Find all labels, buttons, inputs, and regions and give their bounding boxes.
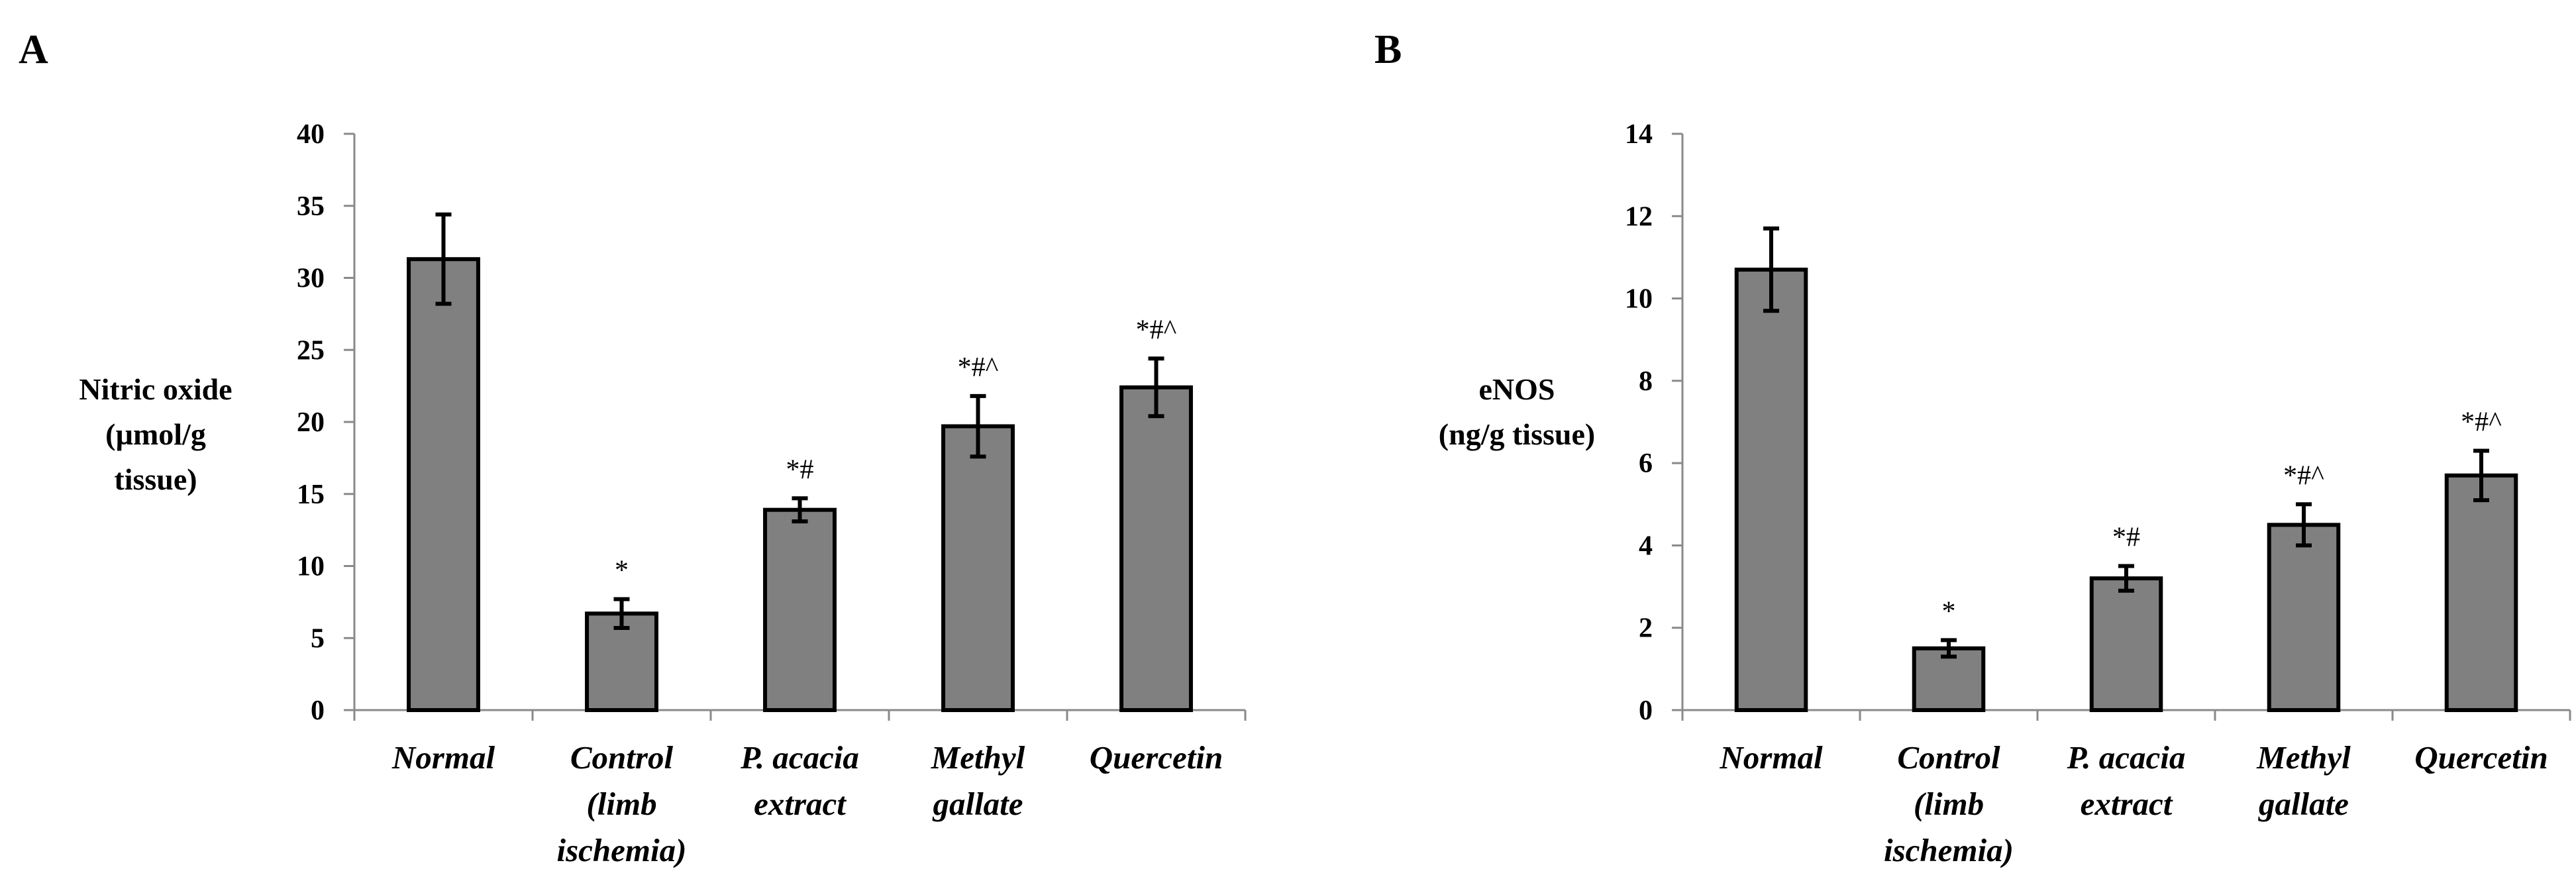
panel-B-y-tick-label: 14 <box>1625 119 1653 150</box>
panel-A-bar <box>407 257 480 713</box>
panel-A-significance-label: *#^ <box>958 352 999 383</box>
panel-B-x-category-label: P. acacia <box>2067 739 2186 776</box>
panel-B-label: B <box>1374 27 1402 72</box>
panel-A-significance-label: * <box>615 556 629 586</box>
panel-B-significance-label: *#^ <box>2461 407 2502 438</box>
panel-A-significance-label: *#^ <box>1136 315 1177 345</box>
panel-A-y-tick-label: 0 <box>311 696 325 726</box>
panel-A-x-category-label: P. acacia <box>740 739 859 776</box>
panel-B-x-category-label: gallate <box>2258 786 2349 822</box>
panel-B-y-tick-label: 4 <box>1639 531 1653 561</box>
panel-A-y-tick-label: 35 <box>297 191 325 222</box>
panel-A-bar <box>1119 385 1193 712</box>
panel-B-x-category-label: ischemia) <box>1884 832 2014 868</box>
panel-B-significance-label: * <box>1942 596 1956 627</box>
panel-A-x-category-label: (limb <box>586 786 656 822</box>
panel-B-y-tick-label: 12 <box>1625 201 1653 232</box>
panel-B-x-category-label: Normal <box>1719 739 1823 776</box>
panel-A-bar <box>941 424 1015 713</box>
panel-B-x-category-label: Control <box>1897 739 2000 776</box>
panel-A-label: A <box>19 27 48 72</box>
panel-A-bar <box>763 507 837 712</box>
panel-B-significance-label: *#^ <box>2283 460 2324 491</box>
panel-A-y-tick-label: 40 <box>297 119 325 150</box>
panel-B-y-tick-label: 2 <box>1639 613 1653 644</box>
panel-A-y-axis-label: Nitric oxide <box>79 372 232 406</box>
panel-B-y-tick-label: 8 <box>1639 366 1653 397</box>
panel-B-y-tick-label: 6 <box>1639 448 1653 479</box>
panel-A-x-category-label: extract <box>754 786 847 822</box>
panel-B-x-category-label: extract <box>2081 786 2173 822</box>
panel-A-y-tick-label: 10 <box>297 552 325 582</box>
panel-A-x-category-label: Methyl <box>931 739 1025 776</box>
panel-B-y-axis-label: eNOS <box>1479 372 1555 406</box>
panel-A-x-category-label: ischemia) <box>557 832 687 868</box>
panel-B-bar <box>2089 576 2163 713</box>
panel-B-bar <box>2444 473 2518 712</box>
panel-B-x-category-label: Quercetin <box>2414 739 2548 776</box>
panel-A-y-axis-label: (µmol/g <box>105 417 206 451</box>
panel-A-y-tick-label: 5 <box>311 623 325 654</box>
panel-B-x-category-label: (limb <box>1914 786 1984 822</box>
panel-B-bar <box>1734 268 1808 713</box>
panel-B-y-axis-label: (ng/g tissue) <box>1439 417 1595 451</box>
panel-A-y-tick-label: 30 <box>297 264 325 294</box>
panel-A-x-category-label: gallate <box>932 786 1023 822</box>
panel-B-y-tick-label: 10 <box>1625 284 1653 315</box>
panel-A-x-category-label: Quercetin <box>1090 739 1223 776</box>
panel-A-y-tick-label: 15 <box>297 480 325 510</box>
panel-A-x-category-label: Control <box>570 739 674 776</box>
panel-A-x-category-label: Normal <box>391 739 495 776</box>
panel-A-y-axis-label: tissue) <box>114 462 197 496</box>
panel-A-y-tick-label: 25 <box>297 335 325 366</box>
panel-B-y-tick-label: 0 <box>1639 696 1653 726</box>
panel-B-significance-label: *# <box>2112 523 2140 553</box>
panel-B-x-category-label: Methyl <box>2256 739 2351 776</box>
panel-B-bar <box>2267 523 2341 712</box>
panel-A-significance-label: *# <box>786 454 814 485</box>
panel-A-y-tick-label: 20 <box>297 407 325 438</box>
panel-B-bar <box>1912 646 1986 712</box>
